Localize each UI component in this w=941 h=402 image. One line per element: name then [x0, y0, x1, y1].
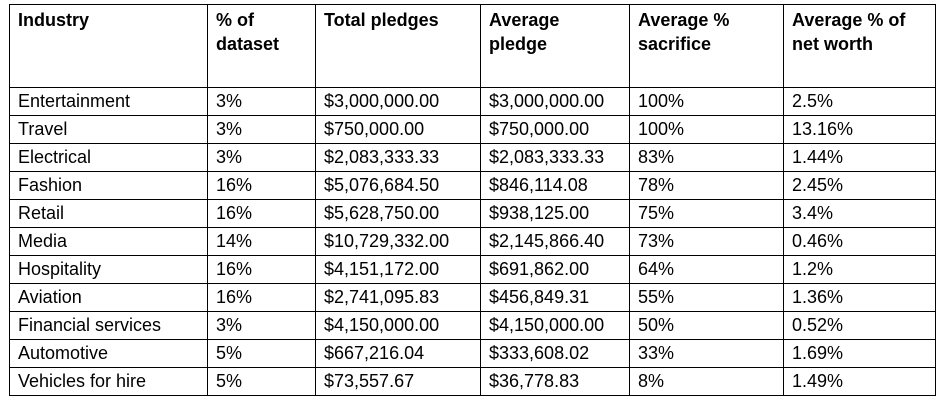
- table-cell: 1.69%: [783, 339, 936, 368]
- table-cell: $456,849.31: [480, 283, 630, 312]
- table-cell: 8%: [629, 367, 784, 396]
- table-cell: 1.2%: [783, 255, 936, 284]
- table-cell: 0.52%: [783, 311, 936, 340]
- table-cell: 2.45%: [783, 171, 936, 200]
- header-cell: Average % sacrifice: [629, 4, 784, 88]
- table-cell: 50%: [629, 311, 784, 340]
- table-row: Electrical 3% $2,083,333.33 $2,083,333.33 83…: [9, 143, 936, 172]
- table-cell: 3%: [207, 87, 316, 116]
- table-cell: $4,151,172.00: [315, 255, 481, 284]
- table-cell: Retail: [9, 199, 208, 228]
- table-row: Entertainment 3% $3,000,000.00 $3,000,000.0…: [9, 87, 936, 116]
- table-cell: 3%: [207, 115, 316, 144]
- table-cell: 55%: [629, 283, 784, 312]
- table-cell: $5,076,684.50: [315, 171, 481, 200]
- table-row: Hospitality 16% $4,151,172.00 $691,862.00 64…: [9, 255, 936, 284]
- table-cell: $3,000,000.00: [315, 87, 481, 116]
- header-cell: Average % of net worth: [783, 4, 936, 88]
- header-cell: Total pledges: [315, 4, 481, 88]
- header-row: Industry% of dataset Total pledges Average…: [9, 4, 936, 88]
- table-cell: Travel: [9, 115, 208, 144]
- table-row: Media 14% $10,729,332.00 $2,145,866.40 73% 0.…: [9, 227, 936, 256]
- table-cell: $691,862.00: [480, 255, 630, 284]
- table-row: Travel 3% $750,000.00 $750,000.00 100% 13.16%: [9, 115, 936, 144]
- table-row: Retail 16% $5,628,750.00 $938,125.00 75% 3.4%: [9, 199, 936, 228]
- table-header: Industry% of dataset Total pledges Average…: [9, 4, 936, 88]
- table-cell: $750,000.00: [480, 115, 630, 144]
- table-cell: Electrical: [9, 143, 208, 172]
- table-cell: $2,145,866.40: [480, 227, 630, 256]
- table-cell: $73,557.67: [315, 367, 481, 396]
- table-cell: Fashion: [9, 171, 208, 200]
- table-cell: 16%: [207, 199, 316, 228]
- table-cell: $10,729,332.00: [315, 227, 481, 256]
- table-cell: 73%: [629, 227, 784, 256]
- table-cell: 75%: [629, 199, 784, 228]
- table-cell: $5,628,750.00: [315, 199, 481, 228]
- table-cell: $4,150,000.00: [480, 311, 630, 340]
- table-cell: 13.16%: [783, 115, 936, 144]
- table-cell: 33%: [629, 339, 784, 368]
- table-row: Vehicles for hire 5% $73,557.67 $36,778.83 8…: [9, 367, 936, 396]
- table-cell: 100%: [629, 115, 784, 144]
- table-cell: 5%: [207, 367, 316, 396]
- table-cell: 1.49%: [783, 367, 936, 396]
- table-cell: 100%: [629, 87, 784, 116]
- table-cell: Entertainment: [9, 87, 208, 116]
- table-cell: 1.44%: [783, 143, 936, 172]
- table-cell: Media: [9, 227, 208, 256]
- table-cell: $3,000,000.00: [480, 87, 630, 116]
- table-body: Entertainment 3% $3,000,000.00 $3,000,000.0…: [9, 87, 936, 396]
- table-cell: 16%: [207, 255, 316, 284]
- table-cell: 3.4%: [783, 199, 936, 228]
- table-cell: Automotive: [9, 339, 208, 368]
- table-cell: 83%: [629, 143, 784, 172]
- table-cell: 78%: [629, 171, 784, 200]
- data-table: Industry% of dataset Total pledges Average…: [9, 4, 936, 396]
- header-cell: Industry: [9, 4, 208, 88]
- table-cell: 1.36%: [783, 283, 936, 312]
- header-cell: Average pledge: [480, 4, 630, 88]
- table-cell: $750,000.00: [315, 115, 481, 144]
- table-cell: $667,216.04: [315, 339, 481, 368]
- table-cell: 3%: [207, 311, 316, 340]
- table-cell: $2,741,095.83: [315, 283, 481, 312]
- table-cell: 5%: [207, 339, 316, 368]
- table-cell: $846,114.08: [480, 171, 630, 200]
- table-row: Fashion 16% $5,076,684.50 $846,114.08 78% 2.4…: [9, 171, 936, 200]
- table-cell: $333,608.02: [480, 339, 630, 368]
- table-cell: 16%: [207, 283, 316, 312]
- table-cell: 2.5%: [783, 87, 936, 116]
- table-cell: $938,125.00: [480, 199, 630, 228]
- header-cell: % of dataset: [207, 4, 316, 88]
- table-row: Financial services 3% $4,150,000.00 $4,150,…: [9, 311, 936, 340]
- table-cell: $2,083,333.33: [480, 143, 630, 172]
- table-cell: Hospitality: [9, 255, 208, 284]
- table-cell: Aviation: [9, 283, 208, 312]
- table-cell: Vehicles for hire: [9, 367, 208, 396]
- table-cell: $36,778.83: [480, 367, 630, 396]
- table-cell: 0.46%: [783, 227, 936, 256]
- table-cell: $4,150,000.00: [315, 311, 481, 340]
- table-cell: 16%: [207, 171, 316, 200]
- table-row: Aviation 16% $2,741,095.83 $456,849.31 55% 1.…: [9, 283, 936, 312]
- table-row: Automotive 5% $667,216.04 $333,608.02 33% 1.6…: [9, 339, 936, 368]
- table-cell: 14%: [207, 227, 316, 256]
- table-cell: 64%: [629, 255, 784, 284]
- table-cell: Financial services: [9, 311, 208, 340]
- table-cell: $2,083,333.33: [315, 143, 481, 172]
- table-cell: 3%: [207, 143, 316, 172]
